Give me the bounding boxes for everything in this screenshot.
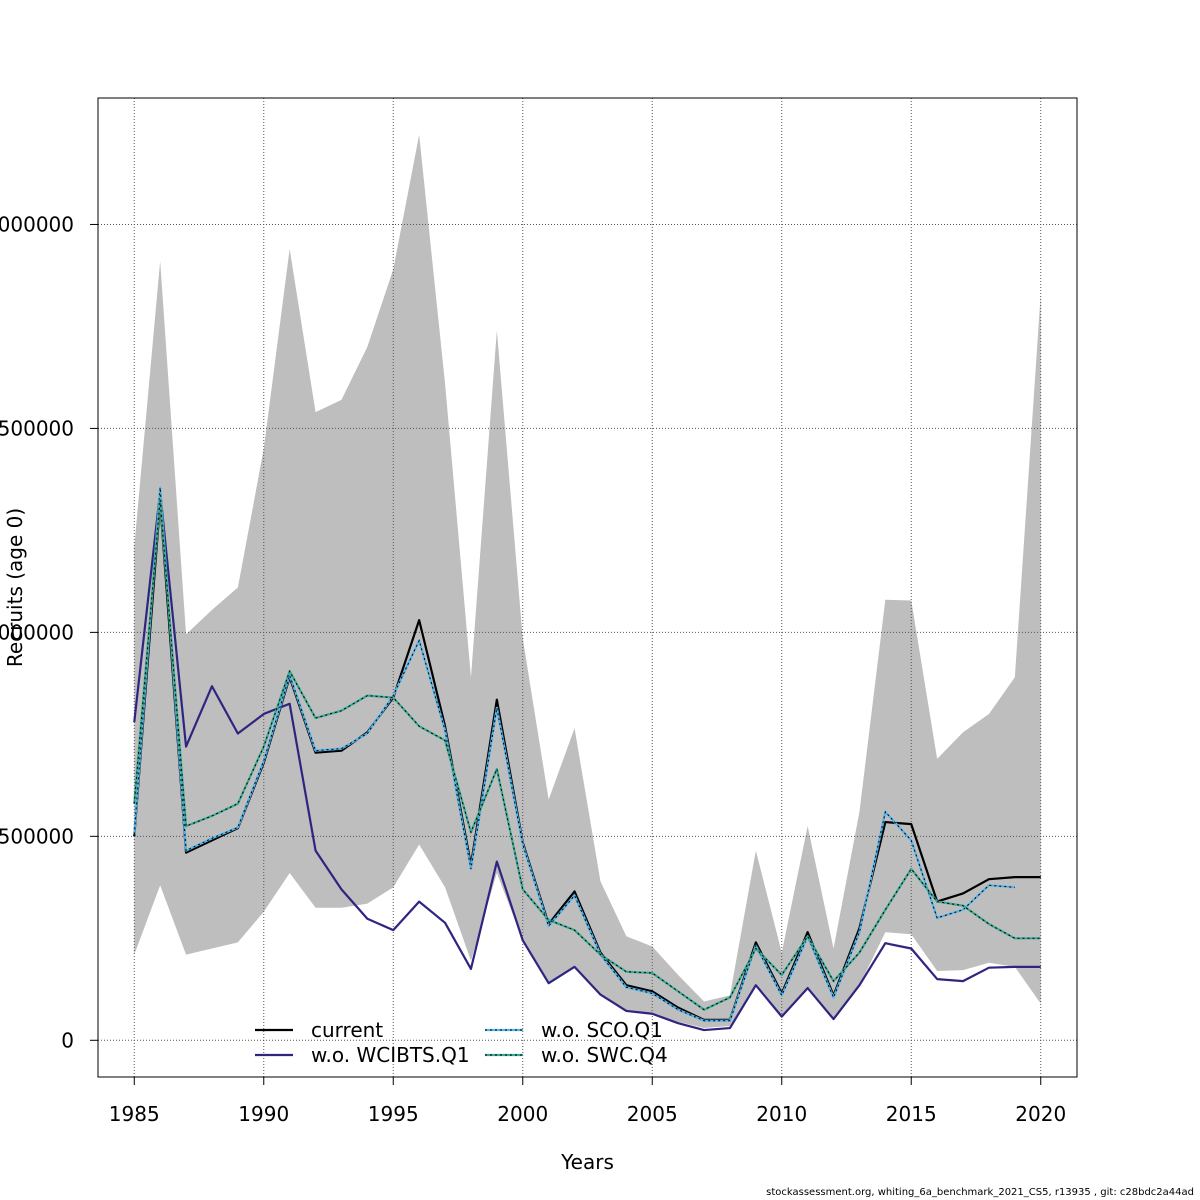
confidence-band-layer [134,134,1041,1029]
x-axis: 1985 1990 1995 2000 2005 2010 2015 2020 [109,1077,1066,1126]
x-tick-label: 2015 [886,1102,937,1126]
legend-label: w.o. SWC.Q4 [541,1043,668,1067]
legend-label: w.o. WCIBTS.Q1 [311,1043,470,1067]
y-axis-title: Recruits (age 0) [3,508,27,667]
plot-frame [97,97,1078,1078]
x-tick-label: 2000 [497,1102,548,1126]
y-tick-label: 500000 [0,824,74,848]
x-tick-label: 2005 [627,1102,678,1126]
series-layer [133,486,1041,1032]
confidence-band [134,134,1041,1029]
x-tick-label: 1995 [368,1102,419,1126]
footer-credit: stockassessment.org, whiting_6a_benchmar… [766,1187,1194,1198]
series-line-w.o. WCIBTS.Q1 [133,490,1041,1032]
y-tick-label: 1500000 [0,416,74,440]
legend-label: current [311,1018,383,1042]
legend-label: w.o. SCO.Q1 [541,1018,663,1042]
series-line-w.o. SWC.Q4 [133,498,1041,1011]
x-axis-title: Years [560,1150,614,1174]
x-tick-label: 2010 [756,1102,807,1126]
y-tick-label: 0 [61,1028,74,1052]
y-tick-label: 2000000 [0,212,74,236]
x-tick-label: 2020 [1015,1102,1066,1126]
grid-layer [98,98,1077,1077]
x-tick-label: 1985 [109,1102,160,1126]
y-tick-label: 1000000 [0,620,74,644]
series-line-w.o. SCO.Q1 [133,486,1015,1022]
x-tick-label: 1990 [238,1102,289,1126]
y-axis: 0 500000 1000000 1500000 2000000 [0,212,98,1052]
